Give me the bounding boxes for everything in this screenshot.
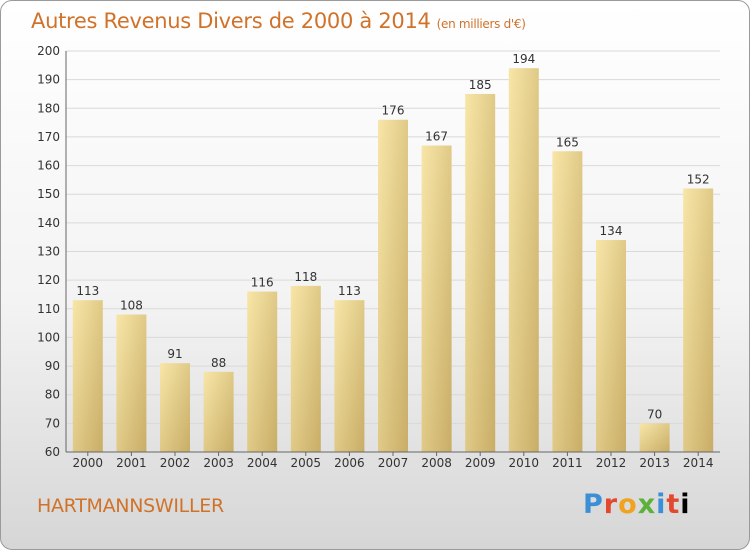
x-tick-label: 2000: [73, 456, 104, 470]
data-label: 167: [425, 130, 448, 144]
y-tick-label: 70: [45, 416, 60, 430]
data-label: 113: [76, 284, 99, 298]
y-tick-label: 180: [37, 101, 60, 115]
bar: [378, 119, 408, 452]
data-label: 108: [120, 299, 143, 313]
bar: [552, 151, 583, 452]
y-tick-label: 140: [37, 216, 60, 230]
bar: [334, 300, 365, 452]
bar: [72, 300, 103, 452]
data-label: 118: [294, 270, 317, 284]
proxiti-logo: Proxiti: [583, 489, 691, 520]
bar: [421, 145, 452, 452]
logo-letter: t: [666, 489, 681, 520]
x-tick-label: 2002: [160, 456, 191, 470]
logo-letter: i: [680, 489, 691, 520]
bar: [290, 285, 321, 452]
data-label: 176: [382, 104, 405, 118]
y-tick-label: 80: [45, 388, 60, 402]
bar: [596, 240, 626, 452]
x-tick-label: 2008: [421, 456, 452, 470]
x-tick-label: 2005: [291, 456, 322, 470]
data-label: 134: [600, 224, 623, 238]
data-label: 70: [647, 407, 662, 421]
data-label: 88: [211, 356, 226, 370]
bar: [508, 68, 539, 452]
x-tick-label: 2001: [116, 456, 147, 470]
y-tick-label: 90: [45, 359, 60, 373]
y-tick-label: 110: [37, 302, 60, 316]
bar: [203, 371, 234, 452]
y-tick-label: 60: [45, 445, 60, 459]
data-label: 194: [512, 52, 535, 66]
data-label: 91: [167, 347, 182, 361]
x-tick-label: 2014: [683, 456, 714, 470]
logo-letter: o: [618, 489, 638, 520]
logo-letter: r: [603, 489, 619, 520]
chart-title: Autres Revenus Divers de 2000 à 2014 (en …: [31, 9, 526, 33]
data-label: 165: [556, 135, 579, 149]
x-tick-label: 2004: [247, 456, 278, 470]
x-tick-label: 2011: [552, 456, 583, 470]
y-tick-label: 160: [37, 159, 60, 173]
x-tick-label: 2007: [378, 456, 409, 470]
data-label: 116: [251, 276, 274, 290]
bar: [639, 423, 670, 452]
chart-title-text: Autres Revenus Divers de 2000 à 2014: [31, 9, 431, 33]
y-tick-label: 190: [37, 73, 60, 87]
x-tick-label: 2013: [639, 456, 670, 470]
bar: [683, 188, 714, 452]
data-label: 113: [338, 284, 361, 298]
y-tick-label: 200: [37, 44, 60, 58]
bar: [116, 314, 147, 452]
y-tick-label: 150: [37, 187, 60, 201]
logo-letter: x: [637, 489, 657, 520]
bar: [465, 93, 496, 452]
y-tick-label: 120: [37, 273, 60, 287]
data-label: 152: [687, 172, 710, 186]
data-label: 185: [469, 78, 492, 92]
logo-letter: P: [583, 489, 604, 520]
chart-unit: (en milliers d'€): [436, 17, 526, 31]
commune-name: HARTMANNSWILLER: [37, 495, 224, 517]
bar: [160, 363, 190, 452]
x-tick-label: 2010: [509, 456, 540, 470]
x-tick-label: 2012: [596, 456, 627, 470]
y-tick-label: 130: [37, 245, 60, 259]
y-tick-label: 100: [37, 330, 60, 344]
logo-letter: i: [656, 489, 667, 520]
x-tick-label: 2003: [203, 456, 234, 470]
x-tick-label: 2009: [465, 456, 496, 470]
x-tick-label: 2006: [334, 456, 365, 470]
y-tick-label: 170: [37, 130, 60, 144]
bar: [247, 291, 278, 452]
